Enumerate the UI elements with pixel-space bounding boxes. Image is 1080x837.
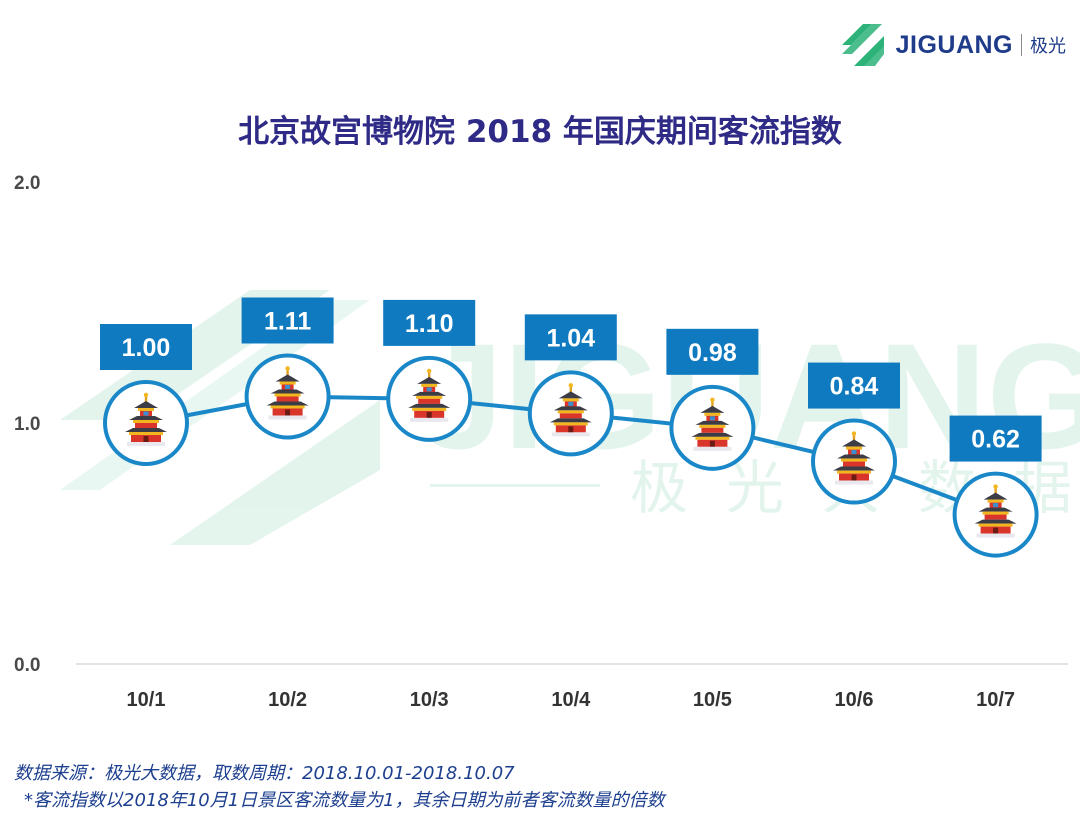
data-label-text: 0.62 [971,426,1020,454]
brand-name-en: JIGUANG [895,30,1013,59]
data-label: 0.84 [808,362,900,409]
data-label: 1.04 [524,314,617,361]
data-point-marker [244,353,331,440]
x-tick-label: 10/2 [268,689,307,711]
data-label: 1.00 [100,324,192,370]
data-label: 0.62 [949,415,1042,462]
x-tick-label: 10/5 [693,689,732,711]
brand-name-cn: 极光 [1030,36,1066,57]
y-axis: 0.0 1.0 2.0 [14,173,40,676]
x-tick-label: 10/4 [551,689,591,711]
y-tick-label: 0.0 [14,655,40,676]
data-labels: 1.00 1.11 1.10 1.04 0.98 0.84 0.62 [100,297,1042,462]
chart-title: 北京故宫博物院 2018 年国庆期间客流指数 [238,114,842,150]
data-label: 1.10 [383,299,476,346]
data-label-text: 1.00 [122,334,171,362]
data-point-marker [811,418,897,505]
x-axis: 10/1 10/2 10/3 10/4 10/5 10/6 10/7 [127,689,1016,711]
footnote: *客流指数以2018年10月1日景区客流数量为1，其余日期为前者客流数量的倍数 [24,790,665,811]
brand-logo: JIGUANG 极光 [838,20,1066,70]
markers [103,353,1039,558]
data-label-text: 0.84 [830,373,879,401]
data-point-marker [527,370,614,457]
data-label: 0.98 [666,328,759,375]
data-label-text: 1.11 [264,307,311,335]
data-label-text: 0.98 [688,339,737,367]
brand-divider [1021,34,1022,56]
data-point-marker [952,471,1039,558]
data-label-text: 1.10 [405,310,454,338]
x-tick-label: 10/1 [127,689,166,711]
data-point-marker [103,380,189,466]
data-label: 1.11 [241,297,334,344]
data-point-marker [669,384,756,471]
line-chart: JIGUANG 极光大数据 0.01.02.0 10/110/210/310/4… [14,173,1080,711]
data-source: 数据来源：极光大数据，取数周期：2018.10.01-2018.10.07 [14,763,515,784]
y-tick-label: 1.0 [14,414,40,435]
data-point-marker [386,355,473,442]
jiguang-logo-icon [841,24,884,66]
x-tick-label: 10/6 [835,689,874,711]
data-label-text: 1.04 [546,324,595,352]
x-tick-label: 10/7 [976,689,1015,711]
x-tick-label: 10/3 [410,689,449,711]
y-tick-label: 2.0 [14,173,40,194]
